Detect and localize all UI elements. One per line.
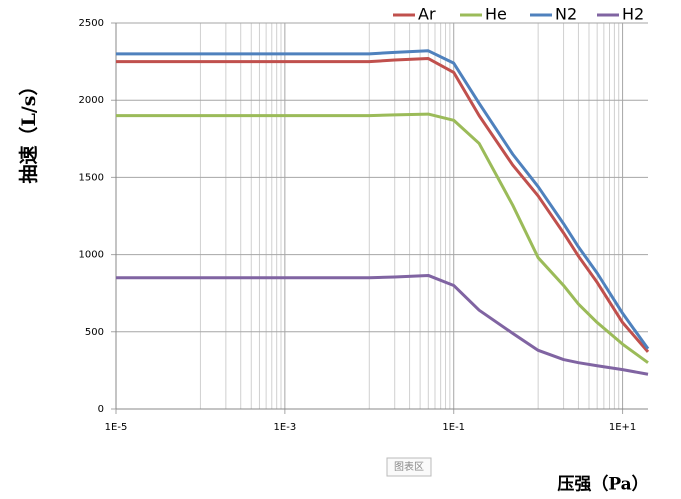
legend-label: H2	[622, 5, 644, 24]
x-axis-label: 压强（Pa）	[557, 474, 648, 495]
x-tick-label: 1E+1	[609, 422, 636, 433]
y-tick-label: 0	[98, 404, 104, 415]
y-tick-label: 1500	[79, 172, 104, 183]
y-tick-label: 1000	[79, 250, 104, 261]
series-line	[116, 112, 649, 364]
series-line	[116, 273, 649, 376]
series-line	[116, 49, 650, 350]
x-tick-label: 1E-3	[274, 422, 297, 433]
chart-area-tooltip: 图表区	[394, 460, 424, 473]
chart-area-tooltip-box	[386, 457, 432, 477]
y-axis-label: 抽速（L/s）	[17, 77, 40, 184]
series-line	[116, 57, 650, 353]
y-tick-label: 2500	[79, 18, 104, 29]
y-tick-label: 2000	[79, 95, 104, 106]
y-tick-label: 500	[85, 327, 104, 338]
legend-label: He	[485, 5, 507, 24]
legend-label: Ar	[418, 5, 436, 24]
x-tick-label: 1E-1	[442, 422, 465, 433]
x-tick-label: 1E-5	[105, 422, 128, 433]
legend-label: N2	[555, 5, 577, 24]
